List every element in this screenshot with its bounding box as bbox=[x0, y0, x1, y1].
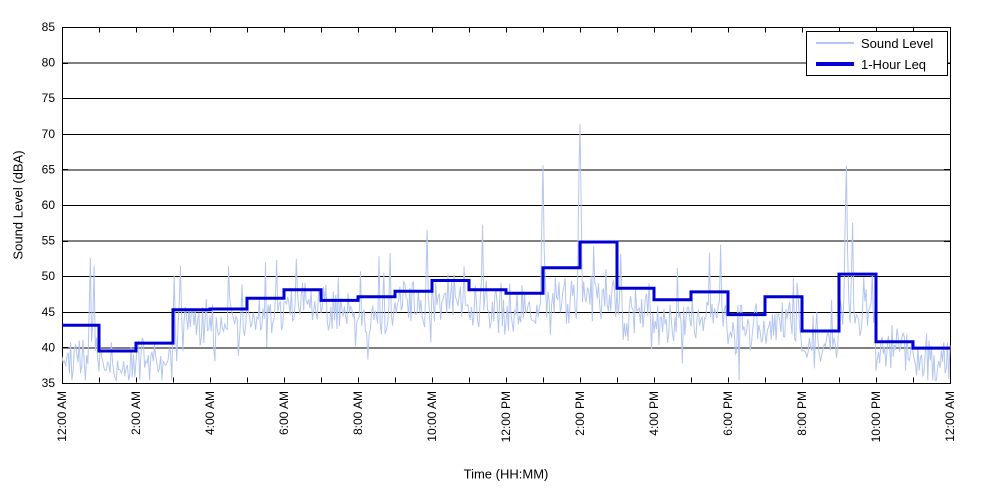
legend-box: Sound Level 1-Hour Leq bbox=[806, 31, 948, 76]
ytick-label-60: 60 bbox=[42, 198, 56, 212]
sound-level-line-sample bbox=[816, 42, 854, 44]
ytick-label-45: 45 bbox=[42, 305, 56, 319]
xtick-label-8: 4:00 PM bbox=[647, 391, 661, 436]
legend-label-sound-level: Sound Level bbox=[861, 35, 934, 51]
ytick-label-85: 85 bbox=[42, 20, 56, 34]
ytick-label-75: 75 bbox=[42, 91, 56, 105]
ytick-label-55: 55 bbox=[42, 234, 56, 248]
xtick-label-0: 12:00 AM bbox=[55, 391, 69, 442]
xtick-label-2: 4:00 AM bbox=[203, 391, 217, 435]
ytick-label-70: 70 bbox=[42, 127, 56, 141]
ytick-label-35: 35 bbox=[42, 376, 56, 390]
xtick-label-7: 2:00 PM bbox=[573, 391, 587, 436]
xtick-label-5: 10:00 AM bbox=[425, 391, 439, 442]
xtick-label-6: 12:00 PM bbox=[499, 391, 513, 442]
legend-item-sound-level: Sound Level bbox=[807, 33, 947, 53]
leq-line-sample bbox=[816, 62, 854, 66]
xtick-label-12: 12:00 AM bbox=[943, 391, 957, 442]
y-axis-label: Sound Level (dBA) bbox=[10, 150, 26, 260]
x-axis-label: Time (HH:MM) bbox=[463, 466, 549, 482]
xtick-label-1: 2:00 AM bbox=[129, 391, 143, 435]
legend-label-1-hour-leq: 1-Hour Leq bbox=[861, 56, 927, 72]
one-hour-leq-step-line bbox=[62, 240, 950, 353]
xtick-label-10: 8:00 PM bbox=[795, 391, 809, 436]
xtick-label-11: 10:00 PM bbox=[869, 391, 883, 442]
ytick-label-65: 65 bbox=[42, 162, 56, 176]
sound-level-trace bbox=[61, 123, 951, 382]
ytick-label-80: 80 bbox=[42, 56, 56, 70]
xtick-label-3: 6:00 AM bbox=[277, 391, 291, 435]
ytick-label-40: 40 bbox=[42, 340, 56, 354]
ytick-label-50: 50 bbox=[42, 269, 56, 283]
xtick-label-4: 8:00 AM bbox=[351, 391, 365, 435]
xtick-label-9: 6:00 PM bbox=[721, 391, 735, 436]
legend-item-1-hour-leq: 1-Hour Leq bbox=[807, 54, 947, 74]
